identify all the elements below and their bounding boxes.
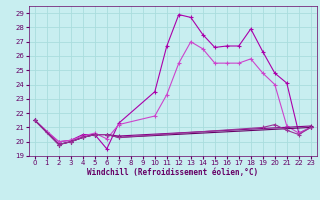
X-axis label: Windchill (Refroidissement éolien,°C): Windchill (Refroidissement éolien,°C) — [87, 168, 258, 177]
